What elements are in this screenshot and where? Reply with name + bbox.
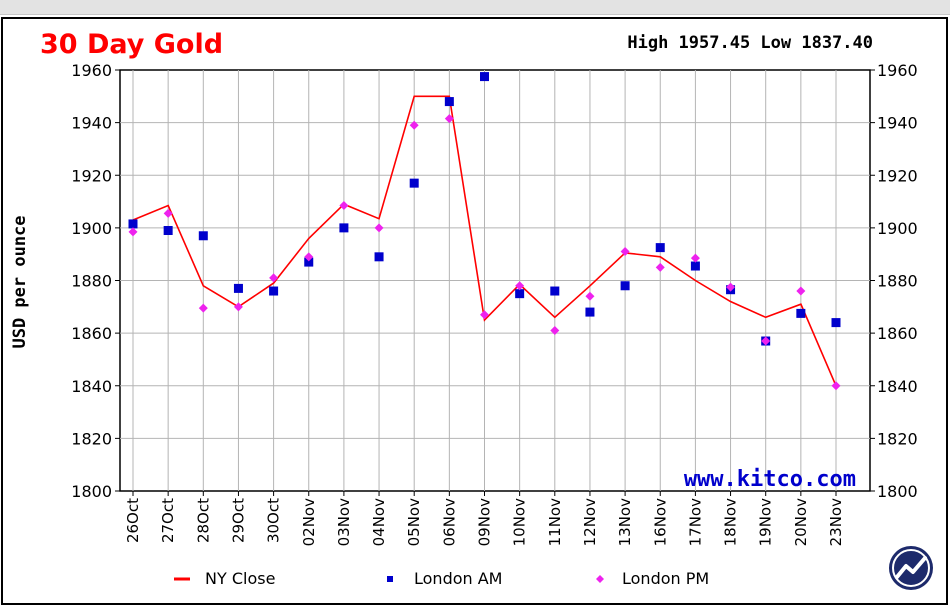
point-london-am-05Nov xyxy=(409,178,419,188)
point-london-pm-11Nov xyxy=(550,325,560,335)
point-london-am-12Nov xyxy=(585,307,595,317)
y-tick-label-right: 1920 xyxy=(877,166,918,185)
legend-label-london-am: London AM xyxy=(414,569,502,588)
point-london-pm-17Nov xyxy=(690,253,700,263)
x-tick-label: 18Nov xyxy=(722,498,740,546)
point-london-am-28Oct xyxy=(198,231,208,241)
y-tick-label-right: 1960 xyxy=(877,61,918,80)
point-london-pm-23Nov xyxy=(831,381,841,391)
grid xyxy=(119,69,871,492)
y-tick-label-right: 1940 xyxy=(877,114,918,133)
y-tick-label-right: 1860 xyxy=(877,324,918,343)
chart-title: 30 Day Gold xyxy=(40,29,223,60)
point-london-am-11Nov xyxy=(550,286,560,296)
x-tick-label: 02Nov xyxy=(300,498,318,546)
x-tick-label: 04Nov xyxy=(370,498,388,546)
point-london-am-20Nov xyxy=(796,308,806,318)
point-london-pm-28Oct xyxy=(198,303,208,313)
point-london-am-04Nov xyxy=(374,252,384,262)
y-tick-label-left: 1840 xyxy=(71,377,112,396)
series xyxy=(128,72,841,391)
point-london-am-30Oct xyxy=(269,286,279,296)
point-london-am-27Oct xyxy=(163,226,173,236)
x-tick-label: 03Nov xyxy=(335,498,353,546)
y-tick-label-right: 1880 xyxy=(877,272,918,291)
high-low-readout: High 1957.45 Low 1837.40 xyxy=(627,33,873,53)
point-london-am-09Nov xyxy=(480,72,489,82)
x-tick-label: 11Nov xyxy=(546,498,564,546)
point-london-pm-26Oct xyxy=(128,227,138,237)
legend-swatch-london-am xyxy=(387,576,393,582)
series-line-ny-close xyxy=(132,95,837,387)
x-tick-label: 05Nov xyxy=(405,498,423,546)
x-tick-label: 16Nov xyxy=(651,498,669,546)
kitco-logo-icon xyxy=(889,546,933,590)
y-axis-label: USD per ounce xyxy=(10,215,30,348)
point-london-am-13Nov xyxy=(620,281,630,291)
x-tick-label: 19Nov xyxy=(757,498,775,546)
point-london-pm-19Nov xyxy=(761,336,771,346)
point-london-am-03Nov xyxy=(339,223,349,233)
y-tick-label-right: 1800 xyxy=(877,482,918,501)
point-london-pm-16Nov xyxy=(655,262,665,272)
y-tick-label-left: 1960 xyxy=(71,61,112,80)
kitco-watermark: www.kitco.com xyxy=(684,467,856,492)
point-london-am-06Nov xyxy=(444,97,454,107)
point-london-am-26Oct xyxy=(128,219,138,229)
x-tick-label: 17Nov xyxy=(686,498,704,546)
x-tick-label: 12Nov xyxy=(581,498,599,546)
x-tick-label: 13Nov xyxy=(616,498,634,546)
x-tick-label: 09Nov xyxy=(476,498,494,546)
y-tick-label-left: 1900 xyxy=(71,219,112,238)
point-london-am-10Nov xyxy=(515,289,525,299)
point-london-pm-13Nov xyxy=(620,247,630,257)
y-axis-ticks: 1800 1800 1820 1820 1840 1840 1860 1860 1880 1880… xyxy=(71,61,917,501)
point-london-am-23Nov xyxy=(831,318,841,328)
legend: NY Close London AM London PM xyxy=(174,569,709,588)
point-london-am-29Oct xyxy=(233,283,243,293)
point-london-pm-20Nov xyxy=(796,286,806,296)
y-tick-label-right: 1820 xyxy=(877,429,918,448)
x-tick-label: 26Oct xyxy=(124,498,142,543)
point-london-pm-09Nov xyxy=(480,310,489,320)
x-axis-ticks: 26Oct 27Oct 28Oct 29Oct 30Oct 02Nov 03Nov 04Nov… xyxy=(124,491,845,546)
x-tick-label: 30Oct xyxy=(265,498,283,543)
x-tick-label: 20Nov xyxy=(792,498,810,546)
point-london-pm-29Oct xyxy=(233,302,243,312)
y-tick-label-left: 1880 xyxy=(71,272,112,291)
y-tick-label-right: 1840 xyxy=(877,377,918,396)
point-london-am-16Nov xyxy=(655,243,665,253)
x-tick-label: 29Oct xyxy=(229,498,247,543)
point-london-pm-04Nov xyxy=(374,223,384,233)
x-tick-label: 27Oct xyxy=(159,498,177,543)
x-tick-label: 06Nov xyxy=(440,498,458,546)
y-tick-label-left: 1800 xyxy=(71,482,112,501)
point-london-pm-10Nov xyxy=(515,281,525,291)
x-tick-label: 28Oct xyxy=(194,498,212,543)
legend-label-ny-close: NY Close xyxy=(205,569,275,588)
legend-swatch-london-pm xyxy=(596,575,604,583)
point-london-pm-30Oct xyxy=(269,273,279,283)
point-london-am-02Nov xyxy=(304,257,314,267)
point-london-am-17Nov xyxy=(690,261,700,271)
chart-border xyxy=(1,17,948,605)
y-tick-label-left: 1860 xyxy=(71,324,112,343)
point-london-pm-03Nov xyxy=(339,201,349,211)
y-tick-label-left: 1920 xyxy=(71,166,112,185)
x-tick-label: 10Nov xyxy=(511,498,529,546)
point-london-pm-05Nov xyxy=(409,120,419,130)
point-london-pm-27Oct xyxy=(163,208,173,218)
x-tick-label: 23Nov xyxy=(827,498,845,546)
y-tick-label-left: 1820 xyxy=(71,429,112,448)
y-tick-label-right: 1900 xyxy=(877,219,918,238)
point-london-pm-12Nov xyxy=(585,291,595,301)
y-tick-label-left: 1940 xyxy=(71,114,112,133)
point-london-pm-06Nov xyxy=(444,114,454,124)
top-border-strip xyxy=(0,0,950,15)
point-london-pm-02Nov xyxy=(304,252,314,262)
point-london-pm-18Nov xyxy=(726,282,736,292)
legend-label-london-pm: London PM xyxy=(622,569,709,588)
